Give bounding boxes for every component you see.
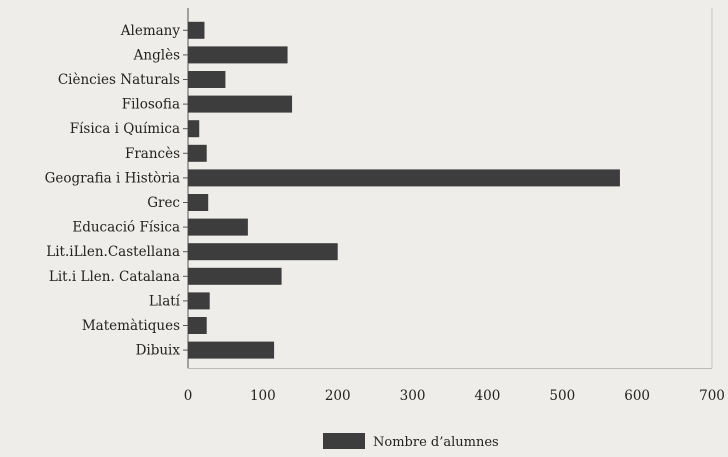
category-label-4: Física i Química <box>70 121 180 137</box>
x-tick-label-5: 500 <box>549 388 575 404</box>
bar-13 <box>188 341 275 359</box>
category-label-12: Matemàtiques <box>82 318 180 334</box>
bar-2 <box>188 71 226 88</box>
category-label-6: Geografia i Història <box>45 170 180 186</box>
bar-7 <box>188 194 209 211</box>
x-tick-label-4: 400 <box>475 388 501 404</box>
x-tick-label-6: 600 <box>624 388 650 404</box>
x-tick-label-7: 700 <box>699 388 725 404</box>
bar-11 <box>188 292 210 310</box>
legend-swatch <box>323 433 365 449</box>
bar-3 <box>188 95 293 113</box>
category-label-13: Dibuix <box>136 343 181 359</box>
x-tick-label-1: 100 <box>250 388 276 404</box>
category-label-3: Filosofia <box>122 97 180 113</box>
x-tick-label-3: 300 <box>400 388 426 404</box>
x-axis-ticks: 0 100 200 300 400 500 600 700 <box>184 388 725 404</box>
bar-0 <box>188 21 205 39</box>
category-label-1: Anglès <box>133 47 180 63</box>
bar-1 <box>188 46 288 64</box>
bar-9 <box>188 243 338 261</box>
category-label-11: Llatí <box>149 293 181 309</box>
legend-label: Nombre d’alumnes <box>373 435 499 450</box>
category-label-8: Educació Física <box>72 220 180 236</box>
bar-8 <box>188 218 248 236</box>
bar-4 <box>188 120 200 138</box>
category-labels: Alemany Anglès Ciències Naturals Filosofia F… <box>45 23 181 359</box>
x-tick-label-2: 200 <box>325 388 351 404</box>
category-label-10: Lit.i Llen. Catalana <box>49 269 180 285</box>
x-tick-label-0: 0 <box>184 388 193 404</box>
bar-6 <box>188 169 620 187</box>
category-label-2: Ciències Naturals <box>58 72 180 88</box>
legend: Nombre d’alumnes <box>323 433 499 450</box>
bar-group <box>188 21 620 359</box>
category-label-7: Grec <box>147 195 180 211</box>
category-label-5: Francès <box>125 146 180 162</box>
category-label-9: Lit.iLlen.Castellana <box>46 244 180 260</box>
bar-12 <box>188 317 207 334</box>
bar-5 <box>188 144 207 162</box>
category-label-0: Alemany <box>120 23 181 39</box>
bar-10 <box>188 267 282 285</box>
